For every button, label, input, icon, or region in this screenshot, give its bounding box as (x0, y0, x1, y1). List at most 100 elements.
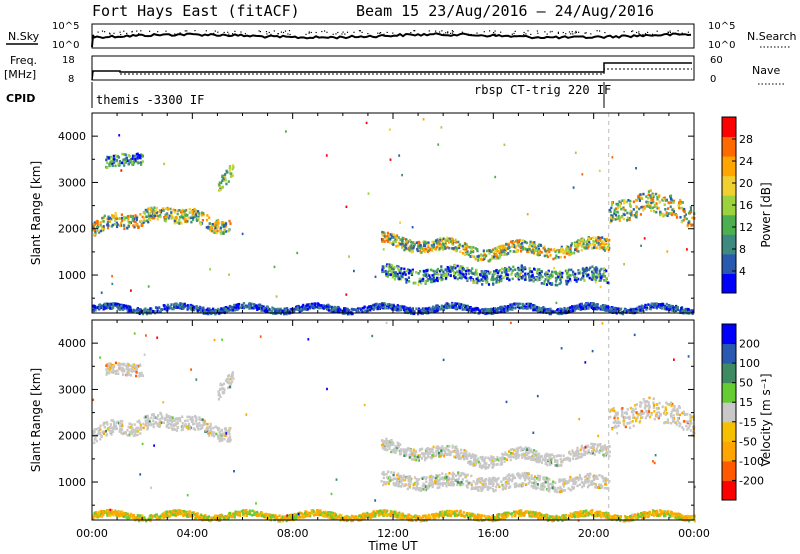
scatter-point (528, 267, 531, 270)
scatter-point (446, 266, 449, 269)
scatter-point (565, 252, 568, 255)
nsky-point (232, 33, 234, 35)
scatter-point (638, 199, 641, 202)
nave-tick-high: 60 (710, 55, 723, 66)
scatter-point (515, 457, 518, 460)
scatter-point (174, 423, 177, 427)
scatter-point (483, 255, 485, 259)
scatter-point (209, 426, 212, 429)
scatter-point (414, 455, 418, 459)
scatter-point (185, 425, 189, 429)
scatter-point (306, 303, 309, 307)
scatter-point (538, 253, 541, 256)
scatter-point (594, 269, 597, 272)
scatter-point (450, 302, 453, 306)
scatter-point (499, 253, 502, 256)
nsky-point (687, 31, 689, 33)
scatter-point (473, 307, 476, 311)
scatter-point (223, 306, 226, 310)
scatter-point (652, 306, 655, 309)
colorbar-tick-label: 16 (739, 199, 753, 212)
scatter-point (381, 230, 384, 234)
scatter-point (212, 431, 216, 434)
scatter-point (638, 197, 641, 201)
nsky-point (667, 32, 669, 34)
scatter-point (464, 253, 467, 256)
scatter-point (679, 200, 682, 204)
scatter-point (449, 267, 452, 270)
scatter-point (421, 279, 424, 282)
scatter-point (153, 206, 156, 209)
scatter-point (645, 195, 648, 198)
scatter-point (553, 455, 556, 458)
scatter-point (144, 419, 147, 422)
scatter-point (209, 422, 212, 426)
scatter-point (602, 241, 606, 244)
scatter-point (476, 255, 479, 258)
scatter-point (550, 283, 553, 286)
scatter-point (470, 271, 473, 274)
scatter-point (506, 309, 509, 312)
scatter-point (605, 242, 608, 246)
scatter-point (181, 212, 185, 216)
scatter-point (611, 306, 614, 309)
scatter-point (495, 253, 498, 256)
scatter-point (546, 255, 549, 259)
scatter-point (403, 267, 406, 271)
scatter-point (399, 305, 402, 308)
scatter-point (404, 246, 407, 250)
scatter-point (537, 273, 540, 277)
scatter-point (554, 256, 557, 260)
scatter-point (167, 426, 170, 430)
scatter-point (116, 302, 119, 306)
scatter-point (514, 273, 517, 276)
scatter-point (427, 241, 430, 244)
scatter-point (375, 305, 378, 309)
scatter-point (115, 159, 119, 162)
scatter-point (225, 429, 228, 432)
scatter-point (127, 225, 130, 228)
scatter-point (424, 240, 427, 244)
scatter-point (219, 232, 222, 235)
scatter-point (598, 247, 601, 250)
scatter-point (597, 274, 600, 278)
scatter-point (481, 275, 484, 278)
scatter-point (413, 455, 416, 458)
scatter-point (594, 307, 597, 311)
scatter-point (563, 251, 566, 254)
scatter-point (174, 417, 177, 421)
scatter-point (518, 306, 521, 310)
scatter-point (226, 377, 229, 381)
scatter-point (96, 306, 99, 309)
scatter-point (501, 310, 504, 313)
scatter-point (591, 265, 594, 268)
scatter-point (98, 307, 101, 310)
scatter-point (190, 220, 193, 224)
scatter-point (505, 273, 508, 276)
scatter-point (398, 305, 401, 308)
scatter-point (493, 463, 496, 466)
scatter-point (458, 302, 461, 306)
scatter-point (436, 267, 440, 271)
scatter-point (175, 215, 178, 219)
scatter-point (572, 186, 575, 189)
scatter-point (284, 309, 288, 312)
scatter-point (407, 271, 410, 275)
scatter-point (172, 424, 175, 428)
scatter-point (301, 308, 304, 312)
scatter-point (401, 246, 404, 249)
scatter-point (432, 243, 435, 246)
scatter-point (650, 209, 653, 212)
nsky-point (140, 30, 142, 32)
scatter-point (529, 243, 532, 246)
scatter-point (493, 278, 496, 281)
scatter-point (122, 308, 125, 311)
scatter-point (100, 291, 103, 294)
scatter-point (548, 310, 551, 314)
scatter-point (582, 270, 585, 274)
scatter-point (438, 307, 441, 311)
scatter-point (97, 433, 100, 436)
scatter-point (114, 223, 117, 226)
scatter-point (120, 213, 123, 216)
scatter-point (475, 273, 479, 276)
